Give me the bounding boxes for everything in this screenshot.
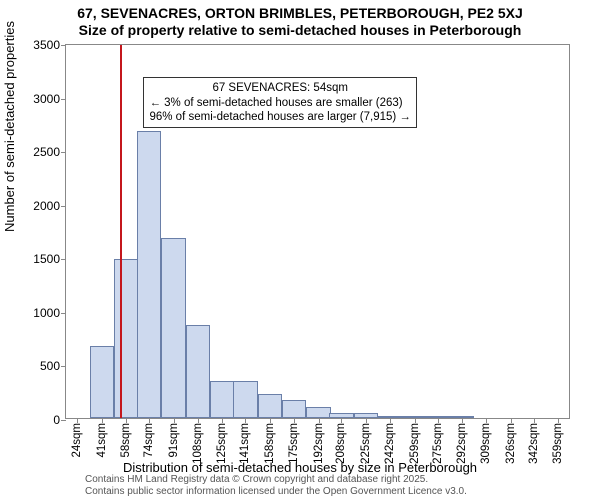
reference-line [120, 45, 122, 418]
x-tick-mark [245, 418, 246, 423]
x-tick-mark [341, 418, 342, 423]
histogram-bar [378, 416, 402, 418]
x-tick-mark [486, 418, 487, 423]
histogram-bar [450, 416, 474, 418]
histogram-bar [186, 325, 210, 418]
annotation-box: 67 SEVENACRES: 54sqm← 3% of semi-detache… [143, 77, 416, 128]
y-tick-mark [61, 420, 66, 421]
y-tick-mark [61, 259, 66, 260]
x-tick-mark [511, 418, 512, 423]
y-tick-mark [61, 313, 66, 314]
histogram-bar [233, 381, 257, 419]
x-tick-label: 259sqm [409, 418, 421, 464]
y-tick-mark [61, 45, 66, 46]
x-tick-label: 309sqm [480, 418, 492, 464]
x-tick-mark [174, 418, 175, 423]
x-tick-mark [462, 418, 463, 423]
y-tick-mark [61, 366, 66, 367]
histogram-bar [90, 346, 114, 418]
histogram-bar [210, 381, 234, 419]
histogram-bar [114, 259, 138, 418]
x-tick-mark [102, 418, 103, 423]
x-axis-label: Distribution of semi-detached houses by … [0, 460, 600, 475]
annotation-line1: 67 SEVENACRES: 54sqm [149, 81, 410, 95]
x-tick-label: 275sqm [432, 418, 444, 464]
x-tick-mark [222, 418, 223, 423]
footer-attribution: Contains HM Land Registry data © Crown c… [85, 474, 467, 498]
histogram-bar [402, 416, 426, 418]
histogram-bar [354, 413, 378, 418]
histogram-bar [425, 416, 449, 418]
x-tick-label: 108sqm [192, 418, 204, 464]
x-tick-label: 175sqm [288, 418, 300, 464]
x-tick-label: 91sqm [168, 418, 180, 458]
x-tick-label: 41sqm [96, 418, 108, 458]
x-tick-mark [438, 418, 439, 423]
chart-title-line2: Size of property relative to semi-detach… [0, 22, 600, 38]
histogram-bar [306, 407, 330, 418]
x-tick-label: 58sqm [120, 418, 132, 458]
x-tick-mark [198, 418, 199, 423]
y-tick-mark [61, 99, 66, 100]
x-tick-label: 326sqm [505, 418, 517, 464]
histogram-bar [282, 400, 306, 418]
x-tick-mark [319, 418, 320, 423]
x-tick-mark [294, 418, 295, 423]
x-tick-label: 192sqm [313, 418, 325, 464]
histogram-bar [329, 413, 353, 418]
y-tick-mark [61, 152, 66, 153]
histogram-bar [137, 131, 161, 418]
plot-area: 050010001500200025003000350024sqm41sqm58… [65, 44, 570, 419]
x-tick-label: 74sqm [143, 418, 155, 458]
x-tick-mark [77, 418, 78, 423]
footer-line2: Contains public sector information licen… [85, 486, 467, 498]
x-tick-mark [149, 418, 150, 423]
x-tick-label: 208sqm [335, 418, 347, 464]
x-tick-label: 125sqm [216, 418, 228, 464]
y-tick-mark [61, 206, 66, 207]
x-tick-label: 242sqm [384, 418, 396, 464]
x-tick-label: 342sqm [528, 418, 540, 464]
x-tick-label: 141sqm [239, 418, 251, 464]
annotation-line2: ← 3% of semi-detached houses are smaller… [149, 96, 410, 110]
x-tick-mark [366, 418, 367, 423]
x-tick-label: 158sqm [264, 418, 276, 464]
x-tick-mark [126, 418, 127, 423]
x-tick-mark [415, 418, 416, 423]
x-tick-label: 225sqm [360, 418, 372, 464]
x-tick-label: 292sqm [456, 418, 468, 464]
histogram-bar [258, 394, 282, 418]
histogram-bar [161, 238, 185, 418]
y-axis-label: Number of semi-detached properties [2, 21, 17, 232]
footer-line1: Contains HM Land Registry data © Crown c… [85, 474, 467, 486]
chart-container: 67, SEVENACRES, ORTON BRIMBLES, PETERBOR… [0, 0, 600, 500]
x-tick-label: 24sqm [71, 418, 83, 458]
chart-title-line1: 67, SEVENACRES, ORTON BRIMBLES, PETERBOR… [0, 5, 600, 21]
x-tick-mark [534, 418, 535, 423]
x-tick-mark [558, 418, 559, 423]
annotation-line3: 96% of semi-detached houses are larger (… [149, 110, 410, 124]
x-tick-label: 359sqm [552, 418, 564, 464]
x-tick-mark [270, 418, 271, 423]
x-tick-mark [390, 418, 391, 423]
